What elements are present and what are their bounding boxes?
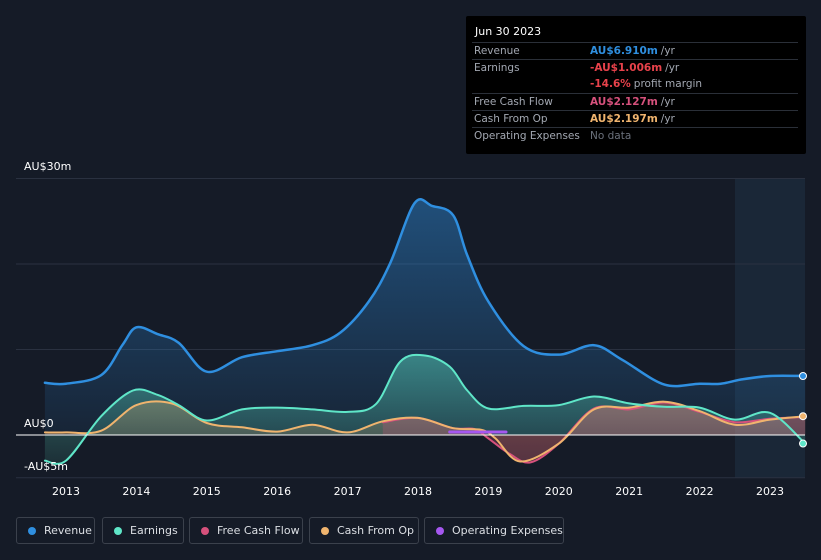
legend-dot-icon [321, 527, 329, 535]
legend-dot-icon [436, 527, 444, 535]
legend-label: Cash From Op [337, 524, 415, 537]
tooltip-value: -14.6% profit margin [590, 78, 703, 90]
y-label-top: AU$30m [24, 160, 71, 173]
legend-cash-from-op[interactable]: Cash From Op [309, 517, 419, 544]
tooltip-date: Jun 30 2023 [475, 25, 542, 38]
earnings-line [43, 353, 807, 465]
tooltip-label: Operating Expenses [474, 130, 580, 142]
cash-from-op-end-marker [799, 412, 807, 421]
x-tick-label: 2015 [193, 485, 221, 498]
legend-label: Free Cash Flow [217, 524, 300, 537]
tooltip-row-fcf: Free Cash Flow AU$2.127m/yr [472, 93, 798, 111]
tooltip-value: -AU$1.006m/yr [590, 62, 680, 74]
tooltip-label: Revenue [474, 45, 520, 57]
revenue-line [43, 198, 807, 388]
cash-from-op-line [43, 400, 807, 463]
tooltip-row-opex: Operating Expenses No data [472, 127, 798, 145]
legend-label: Operating Expenses [452, 524, 563, 537]
cash-from-op-area [44, 401, 806, 462]
legend-label: Revenue [44, 524, 92, 537]
tooltip: Jun 30 2023 Revenue AU$6.910m/yr Earning… [466, 16, 806, 154]
tooltip-row-earnings: Earnings -AU$1.006m/yr [472, 59, 798, 77]
legend-dot-icon [28, 527, 36, 535]
tooltip-row-margin: -14.6% profit margin [472, 76, 798, 93]
revenue-end-marker [799, 372, 807, 381]
x-tick-label: 2021 [615, 485, 643, 498]
tooltip-label: Free Cash Flow [474, 96, 553, 108]
tooltip-row-revenue: Revenue AU$6.910m/yr [472, 42, 798, 60]
x-tick-label: 2014 [122, 485, 150, 498]
x-tick-label: 2017 [334, 485, 362, 498]
y-label-zero: AU$0 [24, 417, 54, 430]
legend-dot-icon [114, 527, 122, 535]
earnings-area [44, 354, 806, 464]
x-tick-label: 2022 [686, 485, 714, 498]
legend-dot-icon [201, 527, 209, 535]
x-tick-label: 2020 [545, 485, 573, 498]
tooltip-value: AU$2.127m/yr [590, 96, 675, 108]
x-tick-label: 2019 [474, 485, 502, 498]
tooltip-label: Cash From Op [474, 113, 548, 125]
tooltip-row-cfo: Cash From Op AU$2.197m/yr [472, 110, 798, 128]
legend-label: Earnings [130, 524, 178, 537]
y-label-bottom: -AU$5m [24, 460, 68, 473]
x-tick-label: 2013 [52, 485, 80, 498]
legend-revenue[interactable]: Revenue [16, 517, 95, 544]
free-cash-flow-area [382, 402, 806, 463]
tooltip-label: Earnings [474, 62, 520, 74]
x-tick-label: 2016 [263, 485, 291, 498]
x-tick-label: 2018 [404, 485, 432, 498]
earnings-end-marker [799, 439, 807, 448]
legend-earnings[interactable]: Earnings [102, 517, 184, 544]
x-tick-label: 2023 [756, 485, 784, 498]
tooltip-value: AU$6.910m/yr [590, 45, 675, 57]
legend-operating-expenses[interactable]: Operating Expenses [424, 517, 564, 544]
legend-free-cash-flow[interactable]: Free Cash Flow [189, 517, 303, 544]
revenue-area [44, 199, 806, 435]
tooltip-value: AU$2.197m/yr [590, 113, 675, 125]
tooltip-value: No data [590, 130, 632, 142]
